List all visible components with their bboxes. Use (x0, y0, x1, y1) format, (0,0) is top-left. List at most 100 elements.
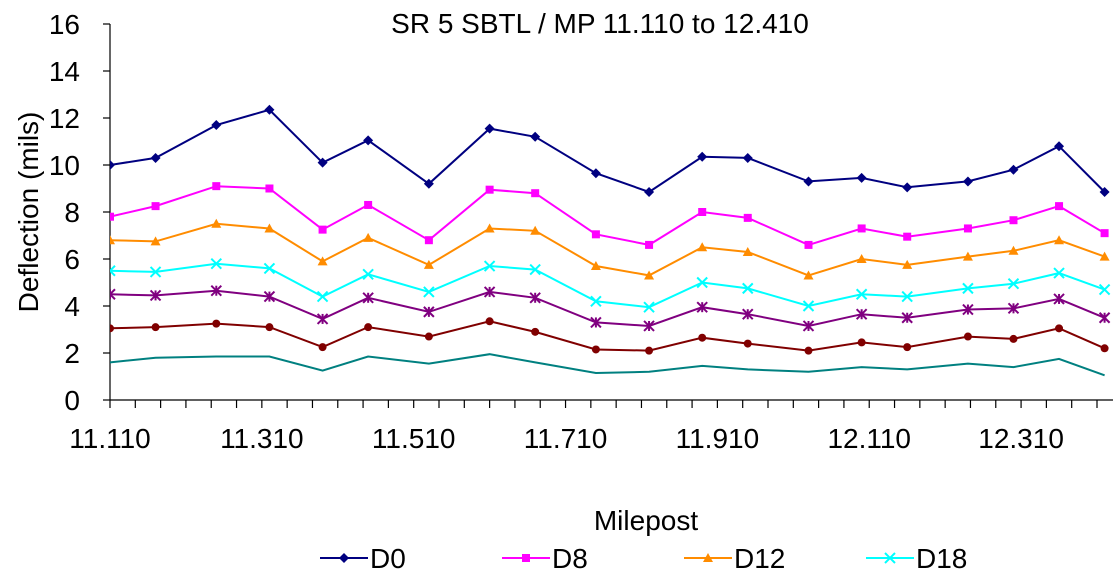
y-tick-label: 4 (64, 291, 80, 322)
y-axis-title: Deflection (mils) (13, 112, 44, 313)
data-point-marker (902, 182, 913, 193)
x-tick-label: 11.910 (676, 423, 760, 454)
series-line (110, 108, 1106, 194)
series-d12 (110, 218, 1110, 280)
y-tick-label: 8 (64, 197, 80, 228)
data-point-marker (318, 343, 327, 352)
y-tick-label: 16 (49, 9, 80, 40)
series-layer (110, 104, 1111, 377)
data-point-marker (1053, 267, 1065, 279)
data-point-marker (423, 178, 434, 189)
data-point-marker (264, 104, 275, 115)
data-point-marker (485, 185, 494, 194)
x-axis: 11.110 11.310 11.510 11.710 11.910 12.110 12.3… (69, 399, 1113, 454)
data-point-marker (645, 240, 654, 249)
data-point-marker (884, 552, 896, 564)
data-point-marker (903, 232, 912, 241)
data-point-marker (1054, 141, 1065, 152)
y-axis: 0 2 4 6 8 10 12 14 16 (49, 9, 111, 416)
series-line (110, 185, 1106, 246)
data-point-marker (1008, 164, 1019, 175)
x-axis-title: Milepost (594, 505, 698, 536)
data-point-marker (643, 301, 655, 313)
data-point-marker (857, 338, 866, 347)
data-point-marker (531, 327, 540, 336)
series-d18 (110, 257, 1111, 313)
data-point-marker (483, 260, 496, 272)
data-point-marker (1053, 293, 1065, 305)
data-point-marker (742, 152, 753, 163)
legend-label: D8 (552, 543, 588, 574)
data-point-marker (110, 235, 115, 245)
series-line (110, 353, 1105, 377)
data-point-marker (802, 300, 815, 312)
data-point-marker (149, 266, 162, 278)
data-point-marker (364, 323, 373, 332)
data-point-marker (963, 224, 972, 233)
data-point-marker (484, 223, 495, 233)
data-point-marker (643, 320, 655, 332)
data-point-marker (363, 135, 374, 146)
x-tick-label: 11.310 (220, 423, 304, 454)
data-point-marker (151, 202, 160, 211)
x-tick-label: 11.510 (372, 423, 456, 454)
data-point-marker (110, 324, 114, 333)
data-point-marker (591, 230, 600, 239)
data-point-marker (742, 246, 753, 256)
y-tick-label: 10 (49, 150, 80, 181)
data-point-marker (424, 236, 433, 245)
data-point-marker (1009, 334, 1018, 343)
data-point-marker (110, 160, 115, 170)
data-point-marker (264, 223, 275, 233)
x-tick-label: 12.110 (827, 423, 911, 454)
data-point-marker (149, 289, 162, 302)
data-point-marker (1100, 229, 1109, 238)
data-point-marker (804, 240, 813, 249)
data-point-marker (362, 268, 374, 280)
data-point-marker (263, 262, 276, 275)
data-point-marker (590, 261, 601, 271)
data-point-marker (743, 339, 752, 348)
data-point-marker (962, 282, 974, 295)
data-point-marker (529, 263, 541, 276)
data-point-marker (903, 343, 912, 352)
y-tick-label: 6 (64, 244, 80, 275)
data-point-marker (803, 270, 814, 280)
data-point-marker (1099, 251, 1110, 261)
data-point-marker (530, 131, 541, 142)
data-point-marker (212, 319, 221, 328)
data-point-marker (857, 224, 866, 233)
data-point-marker (1055, 202, 1064, 211)
data-point-marker (742, 308, 754, 320)
data-point-marker (484, 123, 495, 134)
data-point-marker (531, 189, 540, 198)
data-point-marker (423, 286, 435, 298)
data-point-marker (263, 290, 276, 303)
data-point-marker (696, 276, 708, 289)
data-point-marker (1100, 344, 1109, 353)
data-point-marker (697, 242, 708, 252)
data-point-marker (1054, 235, 1065, 245)
data-point-marker (644, 187, 655, 198)
y-tick-label: 12 (49, 103, 80, 134)
legend-item-d0: D0 (320, 543, 406, 574)
data-point-marker (1007, 302, 1020, 315)
data-point-marker (110, 212, 114, 221)
data-point-marker (1098, 283, 1111, 296)
legend-item-d12: D12 (684, 543, 785, 574)
data-point-marker (696, 301, 708, 313)
data-point-marker (530, 225, 541, 235)
data-point-marker (901, 290, 913, 303)
data-point-marker (644, 270, 655, 280)
data-point-marker (855, 308, 868, 320)
y-tick-label: 0 (64, 385, 80, 416)
data-point-marker (590, 295, 602, 308)
x-tick-label: 12.310 (978, 423, 1064, 454)
data-point-marker (485, 317, 494, 326)
data-point-marker (211, 120, 222, 131)
data-point-marker (318, 225, 327, 234)
series-line (110, 262, 1105, 309)
data-point-marker (529, 292, 541, 304)
data-point-marker (483, 286, 496, 298)
